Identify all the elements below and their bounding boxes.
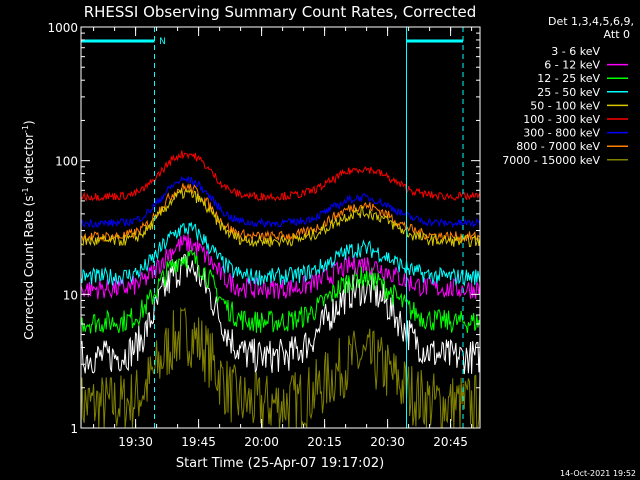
series-line-7	[80, 183, 481, 244]
x-tick-label: 20:30	[370, 435, 405, 449]
series-line-8	[80, 306, 481, 430]
series-line-2	[80, 249, 481, 334]
y-tick-label: 1000	[47, 21, 78, 35]
legend-header-attenuator: Att 0	[604, 28, 630, 41]
flag-label: N	[159, 37, 166, 47]
y-tick-label: 10	[63, 288, 78, 302]
x-axis-label: Start Time (25-Apr-07 19:17:02)	[176, 456, 384, 471]
y-tick-label: 1	[70, 422, 78, 436]
legend-label-7: 800 - 7000 keV	[516, 140, 600, 153]
legend-label-4: 50 - 100 keV	[530, 99, 600, 112]
chart-title: RHESSI Observing Summary Count Rates, Co…	[84, 3, 477, 21]
x-tick-label: 19:30	[118, 435, 153, 449]
legend-label-2: 12 - 25 keV	[537, 72, 600, 85]
series-line-6	[80, 175, 481, 229]
legend-label-0: 3 - 6 keV	[551, 45, 600, 58]
x-tick-label: 20:00	[244, 435, 279, 449]
series-line-5	[80, 150, 481, 202]
series-line-3	[80, 222, 481, 287]
y-axis-label: Corrected Count Rate (s-1 detector-1)	[21, 120, 36, 339]
series-line-4	[80, 188, 481, 248]
legend-label-1: 6 - 12 keV	[544, 59, 600, 72]
plot-frame	[80, 26, 481, 429]
legend-label-3: 25 - 50 keV	[537, 86, 600, 99]
legend-header-detectors: Det 1,3,4,5,6,9,	[548, 15, 634, 28]
x-tick-label: 20:45	[433, 435, 468, 449]
x-tick-label: 20:15	[307, 435, 342, 449]
series-line-0	[80, 253, 481, 375]
svg-text:Corrected Count Rate (s-1 dete: Corrected Count Rate (s-1 detector-1)	[21, 120, 36, 339]
footer-timestamp: 14-Oct-2021 19:52	[560, 469, 636, 478]
legend-label-6: 300 - 800 keV	[523, 127, 600, 140]
x-tick-label: 19:45	[181, 435, 216, 449]
legend-label-8: 7000 - 15000 keV	[502, 154, 600, 167]
y-tick-label: 100	[55, 155, 78, 169]
legend-label-5: 100 - 300 keV	[523, 113, 600, 126]
